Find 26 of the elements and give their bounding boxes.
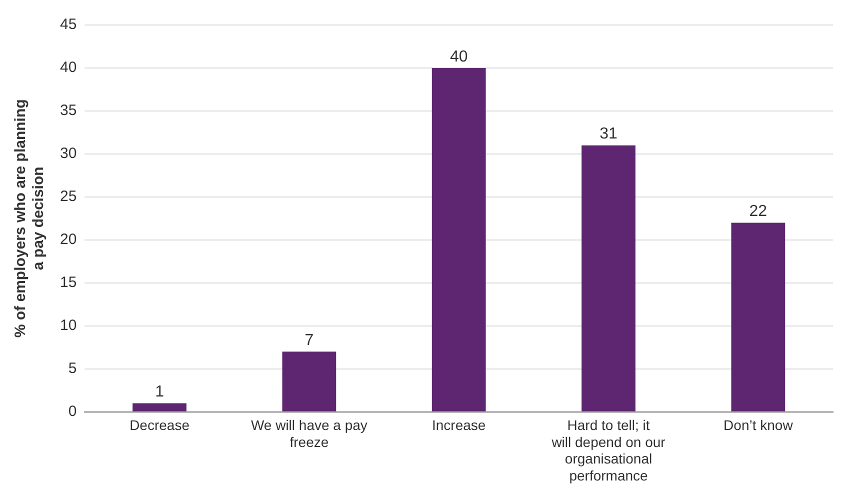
data-label: 22 (749, 203, 768, 220)
x-tick-label: Hard to tell; it will depend on our organisational performance (550, 417, 666, 484)
x-tick-label: We will have a pay freeze (250, 417, 368, 450)
x-tick-label: Don’t know (724, 417, 794, 434)
bar (731, 222, 786, 412)
y-tick-label: 20 (60, 231, 77, 248)
bar (432, 68, 486, 412)
bar (132, 403, 186, 412)
data-label: 31 (600, 126, 618, 143)
y-tick-label: 0 (68, 402, 77, 420)
y-tick-label: 30 (60, 145, 77, 162)
x-tick-label: Increase (432, 417, 486, 434)
bar (282, 352, 336, 412)
y-axis-title: % of employers who are planning a pay decision (12, 99, 48, 338)
y-tick-label: 10 (60, 316, 77, 334)
y-tick-label: 5 (68, 360, 77, 377)
data-label: 40 (450, 48, 468, 66)
y-tick-label: 25 (60, 188, 77, 206)
data-label: 7 (304, 332, 314, 350)
x-tick-label: Decrease (130, 417, 190, 434)
bar (582, 145, 636, 412)
y-tick-label: 40 (60, 59, 77, 76)
y-tick-label: 45 (60, 16, 77, 34)
data-label: 1 (155, 384, 164, 401)
y-tick-label: 15 (60, 274, 77, 292)
y-tick-label: 35 (60, 102, 77, 120)
